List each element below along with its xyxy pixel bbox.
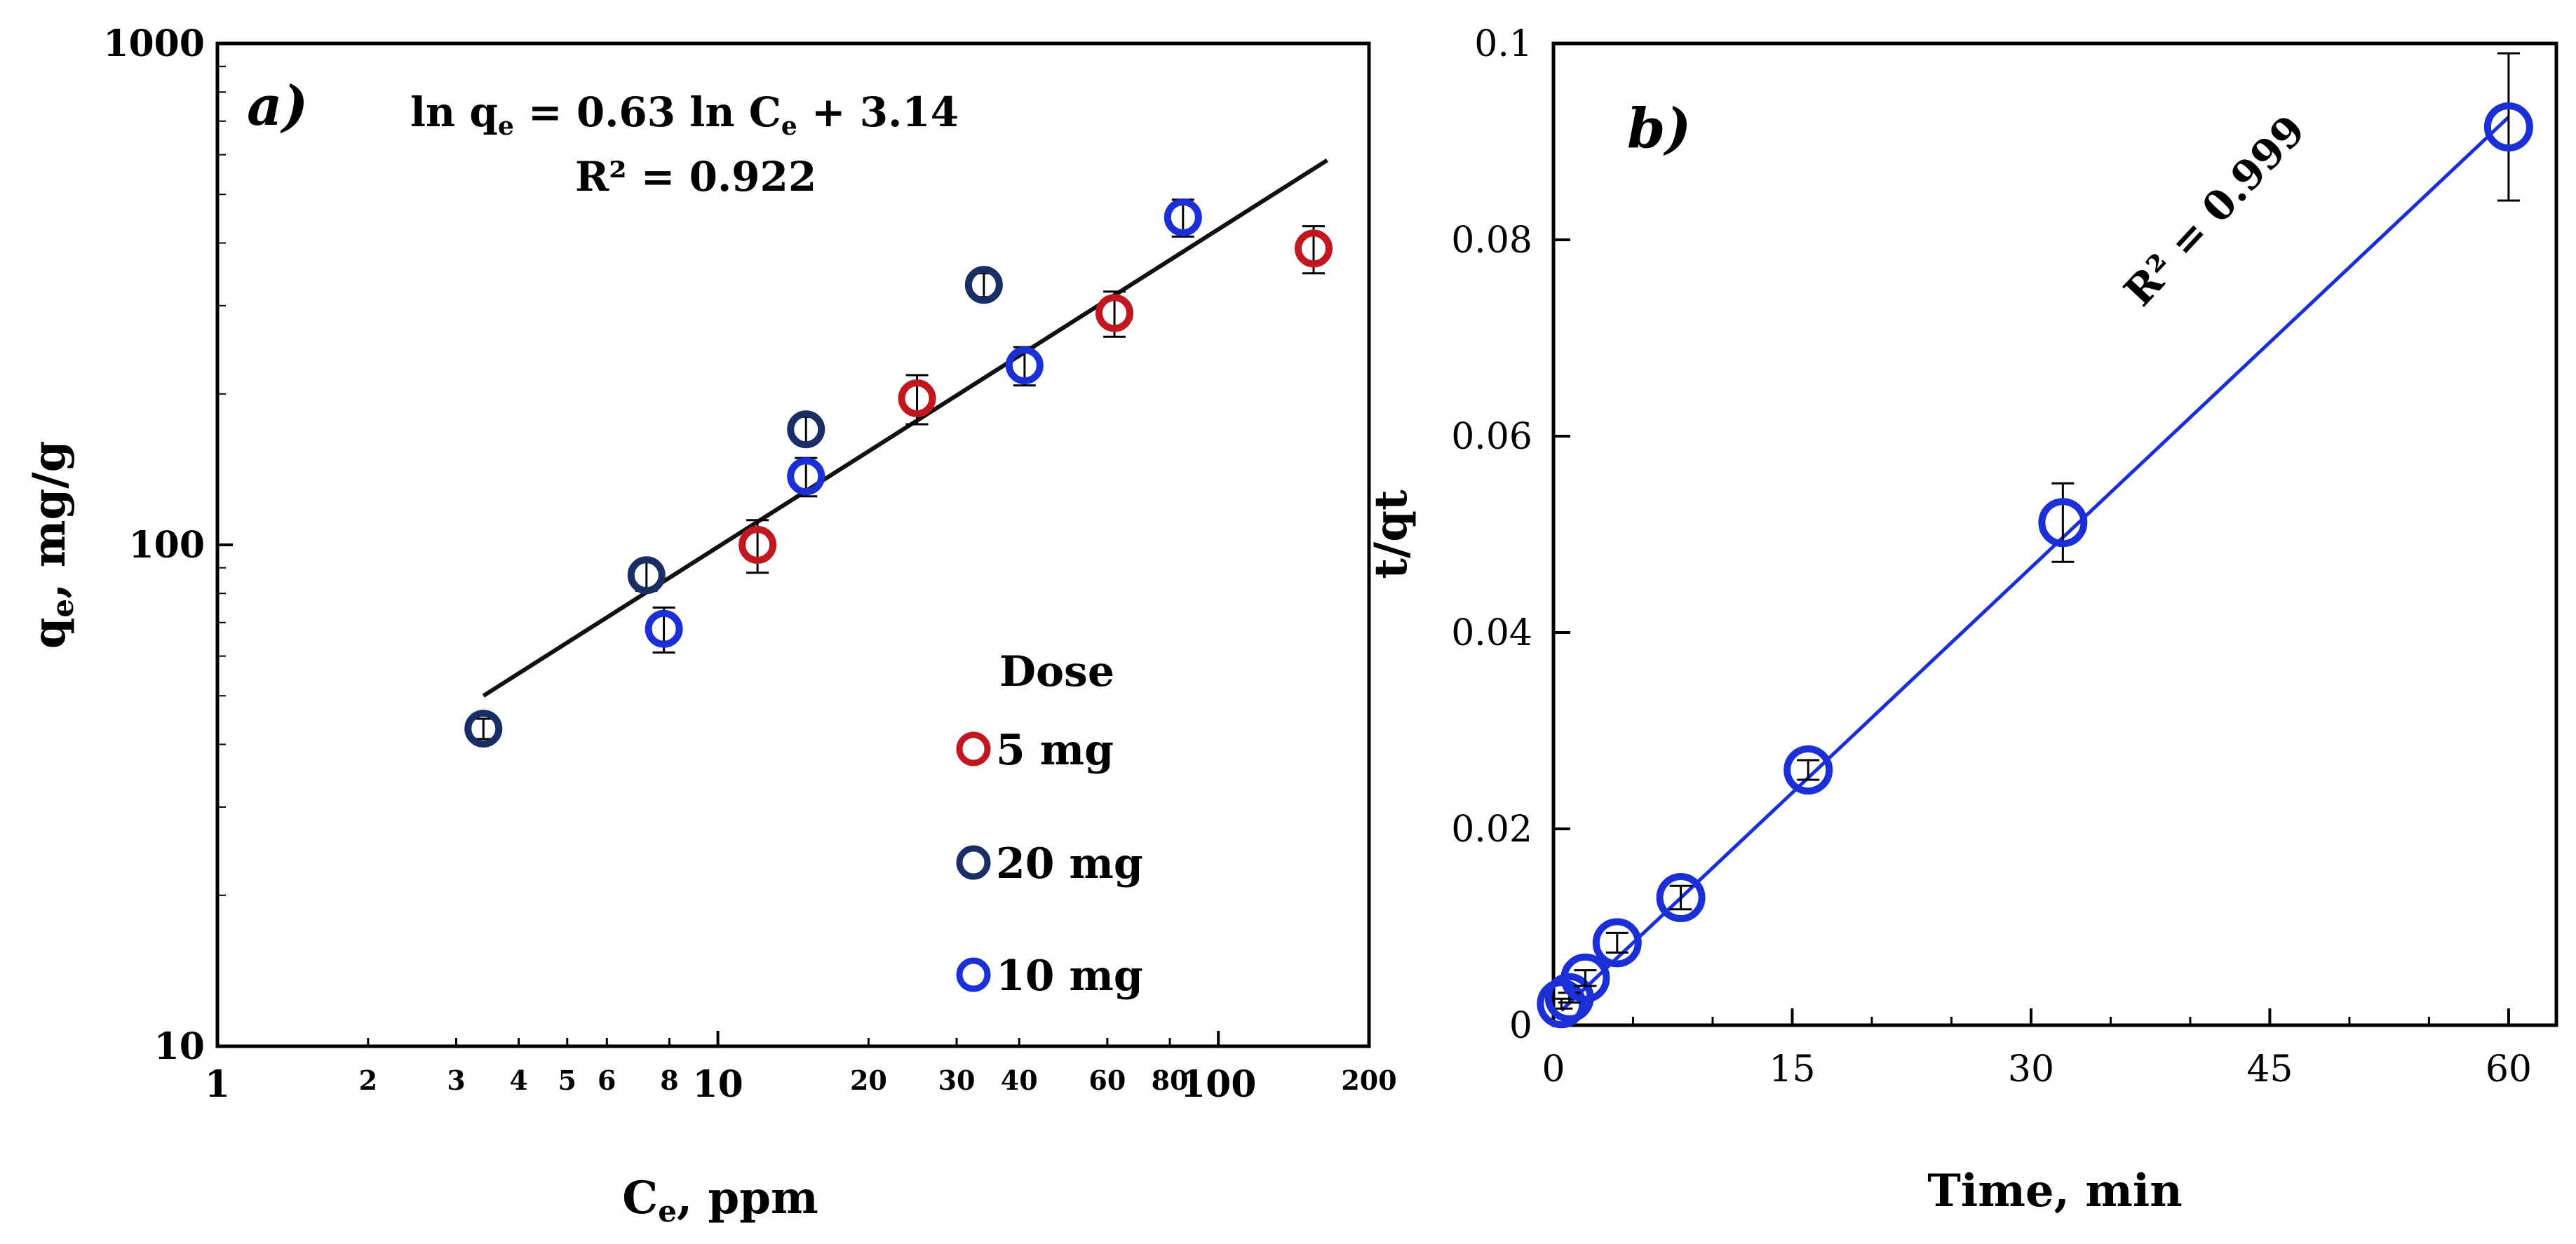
x-minor-tick-label: 80 bbox=[1152, 1064, 1189, 1096]
x-tick-label: 60 bbox=[2486, 1048, 2532, 1090]
x-minor-tick-label: 6 bbox=[598, 1064, 616, 1096]
data-point bbox=[627, 556, 666, 595]
panel-a-equation: ln qe = 0.63 ln Ce + 3.14 bbox=[410, 88, 959, 141]
x-tick-label: 1 bbox=[205, 1063, 230, 1106]
data-point bbox=[1783, 745, 1833, 795]
legend-label: 5 mg bbox=[996, 726, 1114, 775]
data-point bbox=[1295, 229, 1333, 268]
panel-b-fit-line bbox=[1560, 116, 2510, 1012]
x-tick-label: 15 bbox=[1769, 1048, 1815, 1090]
x-minor-tick-label: 5 bbox=[558, 1064, 576, 1096]
x-minor-tick-label: 40 bbox=[1001, 1064, 1038, 1096]
x-tick-label: 0 bbox=[1542, 1048, 1565, 1090]
panel-a-label: a) bbox=[247, 74, 308, 138]
data-point bbox=[1095, 294, 1134, 332]
data-point bbox=[898, 379, 936, 418]
y-tick-label: 0.02 bbox=[1451, 809, 1532, 851]
legend-marker bbox=[956, 845, 991, 880]
data-point bbox=[739, 526, 777, 564]
data-point bbox=[1592, 918, 1642, 968]
y-tick-label: 0.08 bbox=[1451, 219, 1532, 262]
panel-b-kinetics-chart: 0 15 30 45 60 0 0.02 0.04 0.06 0.08 0.1 b) R² = 0.… bbox=[1365, 23, 2558, 1217]
panel-a-fit-line bbox=[482, 158, 1328, 698]
x-minor-tick-label: 3 bbox=[447, 1064, 465, 1096]
panel-b-x-axis-label: Time, min bbox=[1927, 1165, 2183, 1217]
data-point bbox=[2038, 498, 2088, 548]
series-t-over-qt bbox=[1537, 52, 2533, 1029]
data-point bbox=[787, 457, 825, 496]
panel-b-r2: R² = 0.999 bbox=[2115, 106, 2314, 315]
x-minor-tick-label: 2 bbox=[359, 1064, 377, 1096]
x-minor-tick-label: 8 bbox=[660, 1064, 678, 1096]
data-point bbox=[645, 609, 683, 648]
series-20-mg bbox=[464, 266, 1003, 748]
panel-a-legend: 5 mg 20 mg 10 mg bbox=[956, 726, 1143, 1001]
x-tick-label: 45 bbox=[2246, 1048, 2293, 1090]
legend-marker bbox=[956, 731, 991, 766]
y-tick-label: 10 bbox=[154, 1025, 205, 1068]
panel-a-data-points bbox=[464, 198, 1333, 748]
legend-marker bbox=[956, 957, 991, 992]
panel-b-label: b) bbox=[1627, 97, 1691, 161]
y-tick-label: 1000 bbox=[103, 22, 205, 65]
data-point bbox=[464, 710, 503, 748]
series-5-mg bbox=[739, 225, 1333, 574]
y-tick-label: 0.06 bbox=[1451, 416, 1532, 458]
x-tick-label: 100 bbox=[1180, 1063, 1257, 1106]
x-minor-tick-label: 20 bbox=[850, 1064, 887, 1096]
series-10-mg bbox=[645, 198, 1202, 654]
data-point bbox=[1656, 873, 1706, 922]
panel-b-data-points bbox=[1537, 52, 2533, 1029]
panel-b-y-axis-label: t/qt bbox=[1365, 489, 1417, 579]
y-tick-label: 100 bbox=[128, 524, 205, 567]
y-tick-label: 0 bbox=[1509, 1005, 1532, 1047]
x-tick-label: 10 bbox=[692, 1063, 743, 1106]
y-tick-label: 0.04 bbox=[1451, 612, 1532, 654]
panel-a-y-axis-label: qe, mg/g bbox=[23, 441, 80, 649]
x-minor-tick-label: 4 bbox=[509, 1064, 527, 1096]
panel-a-r2: R² = 0.922 bbox=[575, 153, 816, 201]
panel-a-legend-title: Dose bbox=[999, 647, 1114, 696]
data-point bbox=[2483, 102, 2533, 151]
data-point bbox=[1164, 198, 1202, 236]
x-minor-tick-label: 30 bbox=[938, 1064, 976, 1096]
panel-a-x-axis-label: Ce, ppm bbox=[622, 1172, 818, 1229]
panel-b-ticks: 0 15 30 45 60 0 0.02 0.04 0.06 0.08 0.1 bbox=[1451, 23, 2532, 1090]
x-tick-label: 30 bbox=[2008, 1048, 2054, 1090]
data-point bbox=[1560, 953, 1610, 1003]
x-minor-tick-label: 60 bbox=[1088, 1064, 1126, 1096]
data-point bbox=[964, 266, 1003, 304]
x-minor-tick-label: 200 bbox=[1341, 1064, 1396, 1096]
panel-b-plot-frame bbox=[1551, 41, 2558, 1027]
data-point bbox=[1005, 346, 1044, 385]
y-tick-label: 0.1 bbox=[1474, 23, 1532, 65]
data-point bbox=[787, 410, 825, 449]
legend-label: 10 mg bbox=[996, 952, 1143, 1001]
legend-label: 20 mg bbox=[996, 839, 1143, 888]
